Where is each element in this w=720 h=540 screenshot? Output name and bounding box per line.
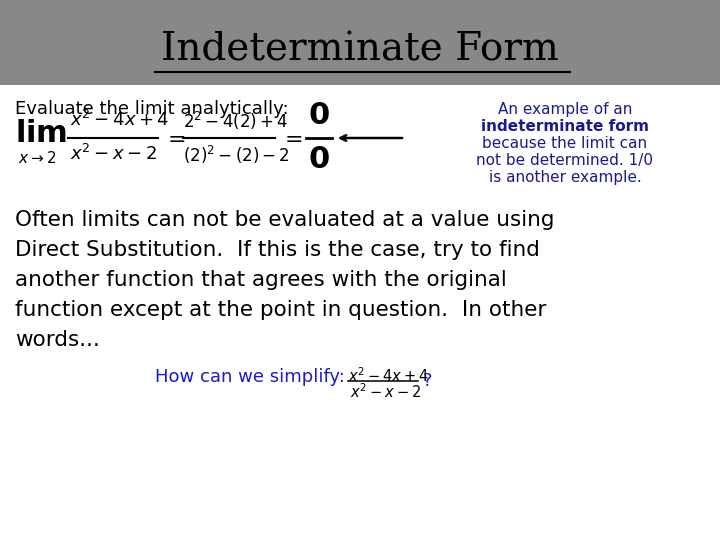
Text: $x^2-4x+4$: $x^2-4x+4$ <box>348 366 429 384</box>
Text: $=$: $=$ <box>280 128 302 148</box>
Text: $\mathbf{lim}$: $\mathbf{lim}$ <box>15 118 67 148</box>
Text: $x\rightarrow2$: $x\rightarrow2$ <box>18 150 56 166</box>
Text: $x^2-x-2$: $x^2-x-2$ <box>350 382 421 401</box>
Text: not be determined. 1/0: not be determined. 1/0 <box>477 153 654 168</box>
Text: words...: words... <box>15 330 100 350</box>
Text: ?: ? <box>423 372 433 390</box>
Text: indeterminate form: indeterminate form <box>481 119 649 134</box>
Text: Often limits can not be evaluated at a value using: Often limits can not be evaluated at a v… <box>15 210 554 230</box>
Text: $x^2-x-2$: $x^2-x-2$ <box>70 144 157 164</box>
Text: $=$: $=$ <box>163 128 186 148</box>
Text: Direct Substitution.  If this is the case, try to find: Direct Substitution. If this is the case… <box>15 240 540 260</box>
Text: Evaluate the limit analytically:: Evaluate the limit analytically: <box>15 100 289 118</box>
Text: because the limit can: because the limit can <box>482 136 647 151</box>
Text: An example of an: An example of an <box>498 102 632 117</box>
Text: $(2)^2-(2)-2$: $(2)^2-(2)-2$ <box>183 144 290 166</box>
Text: $2^2-4(2)+4$: $2^2-4(2)+4$ <box>183 110 288 132</box>
Text: How can we simplify:: How can we simplify: <box>155 368 345 386</box>
Text: $\mathbf{0}$: $\mathbf{0}$ <box>308 102 330 131</box>
Text: another function that agrees with the original: another function that agrees with the or… <box>15 270 507 290</box>
Text: $x^2-4x+4$: $x^2-4x+4$ <box>70 110 169 130</box>
Text: is another example.: is another example. <box>489 170 642 185</box>
Text: Indeterminate Form: Indeterminate Form <box>161 31 559 69</box>
Text: function except at the point in question.  In other: function except at the point in question… <box>15 300 546 320</box>
Text: $\mathbf{0}$: $\mathbf{0}$ <box>308 145 330 174</box>
Bar <box>0 0 720 85</box>
